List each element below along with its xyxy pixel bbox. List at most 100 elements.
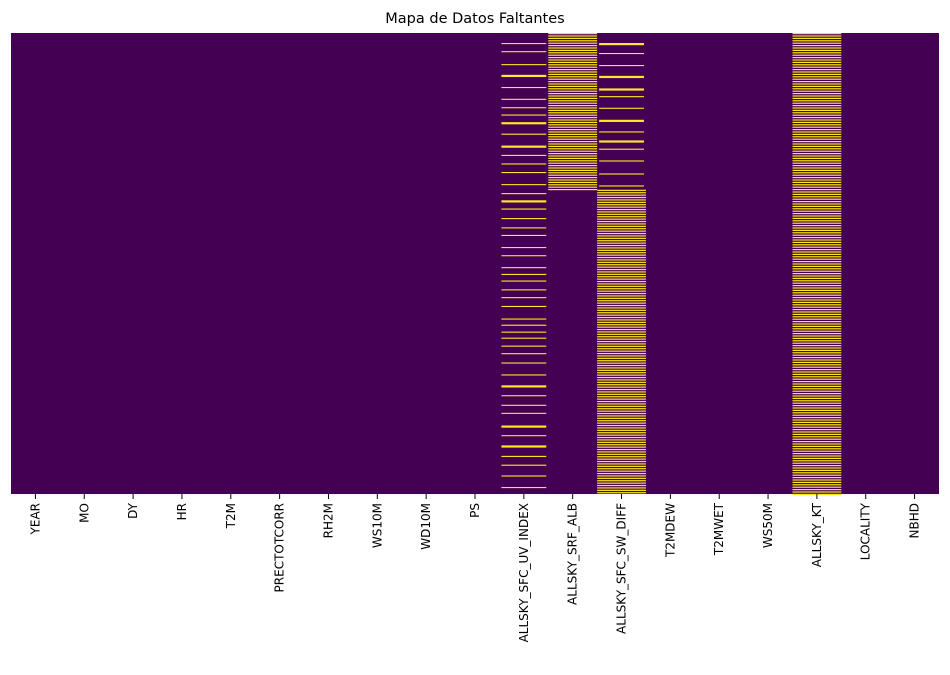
missing-mark [597,444,646,446]
missing-mark [792,445,842,447]
missing-mark [501,455,547,457]
missing-mark [597,374,646,376]
missing-mark [501,200,547,203]
missing-mark [501,475,547,477]
missing-mark [792,340,842,342]
missing-mark [792,453,842,455]
missing-mark [597,273,646,275]
missing-mark [597,314,646,316]
missing-mark [548,42,598,44]
missing-mark [597,240,646,242]
missing-mark [501,464,547,466]
missing-mark [597,278,646,280]
missing-mark [597,225,646,227]
missing-mark [501,98,547,100]
missing-mark [597,429,646,431]
missing-mark [597,415,646,417]
missing-mark [792,481,842,483]
missing-mark [792,90,842,92]
missing-mark [792,354,842,356]
x-tick-label-mo: MO [77,503,91,523]
missing-mark [597,309,646,311]
missing-mark [792,268,842,270]
missing-mark [597,487,646,489]
missing-mark [792,47,842,49]
missing-mark [792,366,842,368]
missing-mark [548,69,598,71]
missing-mark [792,407,842,409]
missing-mark [501,234,547,236]
missing-mark [599,96,644,98]
missing-mark [792,282,842,284]
missing-mark [792,160,842,162]
missing-mark [597,345,646,347]
missing-mark [792,357,842,359]
missing-mark [792,124,842,126]
missing-mark [792,179,842,181]
missing-mark [548,167,598,169]
missing-mark [597,384,646,386]
missing-mark [548,174,598,176]
missing-mark [501,362,547,364]
missing-mark [548,117,598,119]
missing-mark [792,208,842,210]
missing-mark [501,114,547,116]
missing-mark [548,121,598,123]
missing-mark [597,432,646,434]
missing-mark [597,372,646,374]
missing-mark [792,73,842,75]
x-axis-ticks: YEAR MO DY HR T2M PRECTOTCORR RH2M WS10M WD10M PS… [28,494,922,642]
missing-mark [597,261,646,263]
missing-mark [599,160,644,162]
missing-mark [792,438,842,440]
missing-mark [792,462,842,464]
missing-mark [792,304,842,306]
missing-mark [548,119,598,121]
missing-mark [792,364,842,366]
missing-mark [792,85,842,87]
missing-mark [597,264,646,266]
missing-mark [792,443,842,445]
missing-mark [597,216,646,218]
missing-mark [548,78,598,80]
missing-mark [792,402,842,404]
missing-mark [597,424,646,427]
missing-mark [501,435,547,437]
missing-mark [792,49,842,51]
missing-mark [792,414,842,416]
missing-mark [599,131,644,133]
missing-mark [792,222,842,224]
missing-mark [792,88,842,90]
missing-mark [792,148,842,150]
missing-mark [792,150,842,152]
missing-mark [599,75,644,79]
missing-mark [501,412,547,414]
missing-mark [597,220,646,223]
missing-mark [792,345,842,347]
missing-mark [792,40,842,42]
missing-mark [792,54,842,56]
heatmap-plot-area [11,33,939,495]
missing-mark [501,318,547,320]
missing-mark [597,338,646,340]
missing-mark [597,199,646,201]
missing-mark [548,90,598,92]
missing-mark [548,157,598,159]
missing-mark [501,208,547,210]
missing-mark [597,189,646,191]
missing-mark [792,61,842,63]
missing-mark [501,227,547,229]
missing-mark [792,292,842,294]
missing-mark [548,45,598,47]
missing-mark [792,489,842,491]
missing-mark [792,376,842,378]
missing-mark [548,97,598,99]
missing-mark [597,492,646,494]
missing-mark [599,107,644,109]
missing-mark [792,112,842,114]
missing-mark [597,393,646,395]
missing-mark [597,381,646,383]
missing-mark [597,470,646,472]
missing-mark [792,141,842,143]
missing-mark [501,337,547,339]
